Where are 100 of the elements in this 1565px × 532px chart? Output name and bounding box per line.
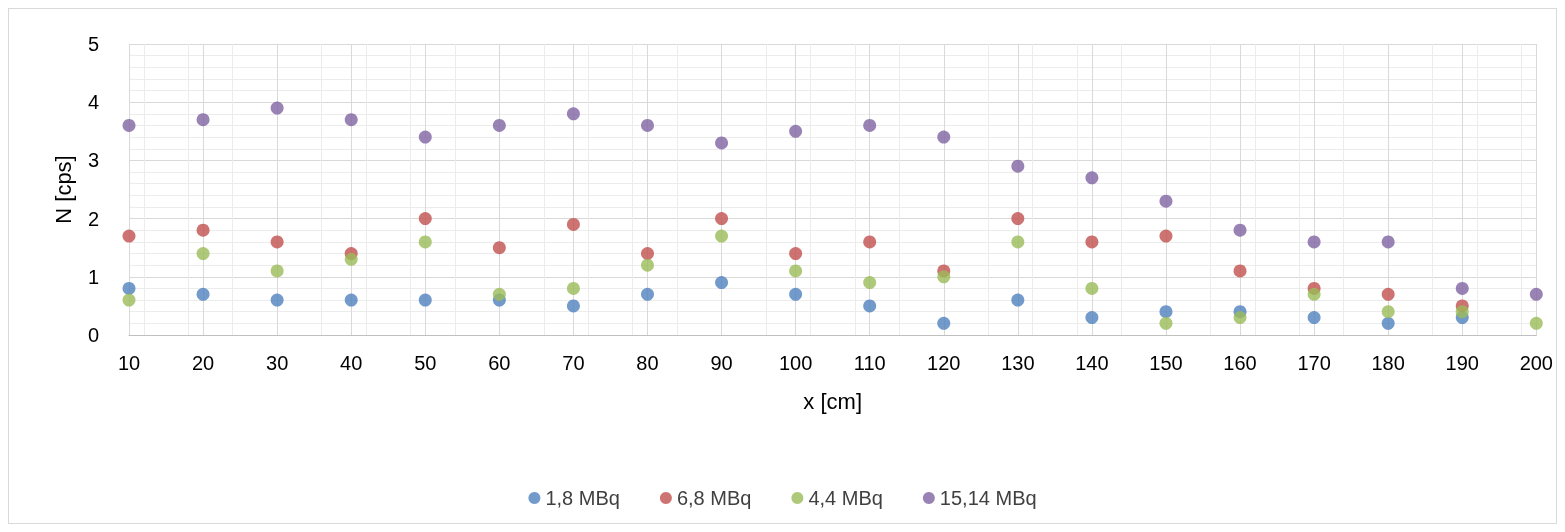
x-tick-label: 160 [1223,352,1257,374]
point [863,299,877,313]
point [937,130,951,144]
x-tick-label: 70 [562,352,585,374]
point [566,299,580,313]
point [1011,212,1025,226]
point [1307,311,1321,325]
point [641,258,654,272]
point [641,287,654,301]
point [196,223,210,237]
point [270,235,284,249]
point [122,229,136,243]
point [566,107,580,121]
point [1529,287,1543,301]
point [1233,223,1247,237]
point [492,241,506,255]
point [1381,305,1395,319]
legend-label: 6,8 MBq [676,487,752,509]
legend-label: 1,8 MBq [545,487,620,509]
point [1307,287,1321,301]
point [196,247,210,261]
point [566,281,580,295]
point [1307,235,1321,249]
x-tick-label: 200 [1519,352,1553,374]
x-tick-label: 40 [340,352,363,374]
point [789,124,803,138]
point [344,113,358,127]
point [641,118,654,132]
point [1455,305,1469,319]
point [937,316,951,330]
point [492,118,506,132]
y-tick-label: 4 [87,91,99,114]
y-tick-label: 2 [87,207,99,230]
point [196,287,210,301]
point [418,130,432,144]
point [715,136,729,150]
point [1233,264,1247,278]
y-tick-label: 0 [87,324,99,346]
point [1529,316,1543,330]
point [122,281,136,295]
x-tick-label: 10 [117,352,141,374]
x-tick-label: 150 [1149,352,1183,374]
point [566,217,580,231]
point [1011,235,1025,249]
point [1085,235,1099,249]
point [715,212,729,226]
x-tick-label: 60 [488,352,511,374]
point [1085,281,1099,295]
point [270,101,284,115]
point [863,276,877,290]
point [1159,194,1173,208]
point [789,247,803,261]
point [789,264,803,278]
x-tick-label: 90 [710,352,733,374]
x-tick-label: 100 [778,352,813,374]
x-tick-label: 110 [853,352,886,374]
point [641,247,654,261]
point [122,118,136,132]
point [196,113,210,127]
point [270,293,284,307]
point [1159,229,1173,243]
x-tick-label: 30 [266,352,289,374]
y-tick-label: 5 [87,33,99,55]
point [1159,305,1173,319]
point [863,235,877,249]
point [1085,171,1099,185]
point [344,293,358,307]
point [1381,287,1395,301]
point [1011,293,1025,307]
point [863,118,877,132]
x-tick-label: 50 [414,352,437,374]
point [344,252,358,266]
legend-label: 4,4 MBq [808,487,883,509]
x-tick-label: 140 [1075,352,1109,374]
y-tick-label: 1 [87,265,99,288]
x-tick-label: 80 [636,352,659,374]
x-tick-label: 190 [1445,352,1479,374]
x-axis-title: x [cm] [803,388,862,414]
point [789,287,803,301]
point [122,293,136,307]
point [1381,235,1395,249]
point [492,287,506,301]
point [715,229,729,243]
x-tick-label: 120 [927,352,961,374]
point [1455,281,1469,295]
y-tick-label: 3 [87,149,99,172]
point [1085,311,1099,325]
legend-label: 15,14 MBq [939,487,1037,509]
x-tick-label: 20 [191,352,215,374]
point [1011,159,1025,173]
point [1159,316,1173,330]
point [715,276,729,290]
x-tick-label: 170 [1297,352,1331,374]
point [418,235,432,249]
x-tick-label: 180 [1371,352,1405,374]
point [270,264,284,278]
point [418,212,432,226]
y-axis-title: N [cps] [50,155,76,224]
point [937,270,951,284]
point [1381,316,1395,330]
